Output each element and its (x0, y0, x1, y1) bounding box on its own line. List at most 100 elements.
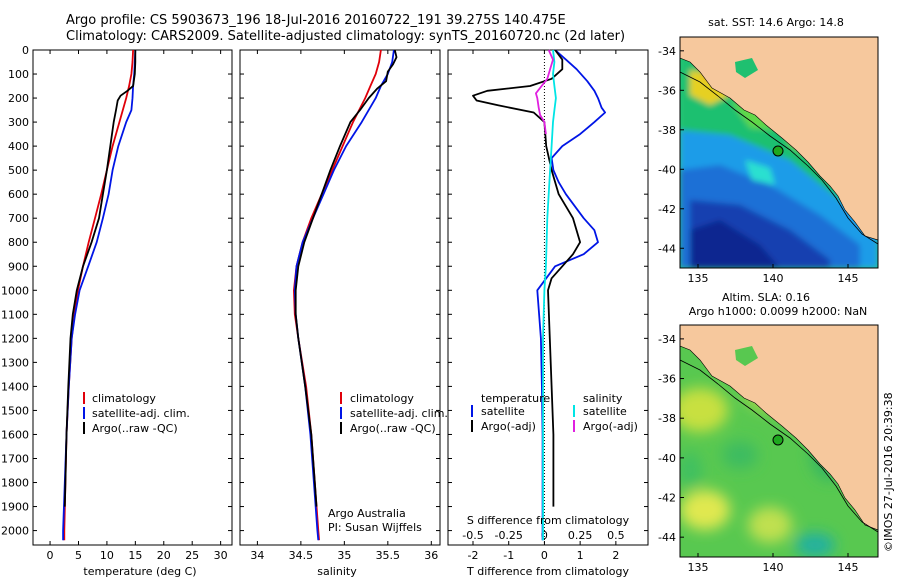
x-tick-label: 36 (424, 549, 438, 562)
legend-climatology-label: climatology (350, 392, 414, 405)
depth-tick-label: 1900 (1, 501, 29, 514)
sla-map-title2: Argo h1000: 0.0099 h2000: NaN (689, 305, 868, 318)
depth-tick-label: 900 (8, 260, 29, 273)
sst-map-frame (679, 36, 879, 269)
x-tick-label: 35 (337, 549, 351, 562)
map-lon-label: 145 (838, 561, 859, 574)
sla-float-marker (772, 434, 784, 446)
argo-temperature-line (63, 50, 137, 507)
map-lat-label: -42 (658, 203, 676, 216)
sla-map-frame (679, 324, 879, 558)
depth-tick-label: 400 (8, 140, 29, 153)
sla-map (680, 325, 878, 557)
depth-tick-label: 1200 (1, 332, 29, 345)
difference-legend: temperature salinity satellite Argo(-adj… (471, 392, 638, 433)
sla-shelf-contour (680, 359, 878, 533)
depth-tick-label: 1800 (1, 477, 29, 490)
sst-float-marker (772, 145, 784, 157)
depth-tick-label: 300 (8, 116, 29, 129)
depth-tick-label: 1300 (1, 356, 29, 369)
depth-tick-label: 100 (8, 68, 29, 81)
depth-tick-label: 600 (8, 188, 29, 201)
map-lat-label: -34 (658, 45, 676, 58)
depth-tick-label: 1500 (1, 404, 29, 417)
map-lon-label: 140 (763, 272, 784, 285)
sla-land (680, 325, 878, 531)
satellite-salinity-line (293, 49, 395, 541)
map-lat-label: -38 (658, 412, 676, 425)
x-tick-label: 15 (128, 549, 142, 562)
x-tick-label: 34 (250, 549, 264, 562)
x-tick-label: 20 (157, 549, 171, 562)
depth-tick-label: 1400 (1, 380, 29, 393)
depth-tick-label: 800 (8, 236, 29, 249)
legend-t-satellite-label: satellite (481, 405, 525, 418)
x-tick-label: 25 (185, 549, 199, 562)
depth-tick-label: 1600 (1, 428, 29, 441)
map-lat-label: -40 (658, 163, 676, 176)
map-lat-label: -36 (658, 84, 676, 97)
legend-title-salinity: salinity (583, 392, 623, 405)
depth-tick-label: 1100 (1, 308, 29, 321)
depth-tick-label: 2000 (1, 525, 29, 538)
legend-s-argo-label: Argo(-adj) (583, 420, 638, 433)
map-lat-label: -34 (658, 333, 676, 346)
map-lat-label: -38 (658, 124, 676, 137)
legend-argo-label: Argo(..raw -QC) (92, 422, 178, 435)
x-tick-label: 2 (612, 549, 619, 562)
x-tick-label: 34.5 (289, 549, 314, 562)
depth-tick-label: 700 (8, 212, 29, 225)
x-tick-label: 35.5 (376, 549, 401, 562)
difference-plot-frame (447, 49, 649, 546)
temperature-plot-frame (32, 49, 233, 546)
climatology-temperature-line (63, 49, 134, 541)
map-lon-label: 135 (688, 561, 709, 574)
argo-salinity-line (294, 49, 398, 507)
map-lat-label: -40 (658, 452, 676, 465)
legend-satellite-label: satellite-adj. clim. (350, 407, 448, 420)
legend-title-temperature: temperature (481, 392, 550, 405)
sla-bay (735, 346, 758, 366)
figure-title-line2: Climatology: CARS2009. Satellite-adjuste… (66, 29, 626, 44)
sst-bay (735, 58, 758, 78)
x-tick-label: 0 (541, 549, 548, 562)
argo-s-difference-line (535, 49, 554, 135)
s-difference-tick-label: 0 (541, 529, 548, 542)
depth-tick-label: 200 (8, 92, 29, 105)
map-lat-label: -44 (658, 242, 676, 255)
map-lat-label: -36 (658, 373, 676, 386)
legend-t-argo-label: Argo(-adj) (481, 420, 536, 433)
legend-climatology-label: climatology (92, 392, 156, 405)
map-lat-label: -42 (658, 492, 676, 505)
sst-map (680, 37, 878, 268)
satellite-temperature-line (62, 49, 137, 541)
temperature-axis-label: temperature (deg C) (83, 565, 196, 578)
s-difference-axis-label: S difference from climatology (467, 514, 630, 527)
salinity-plot-frame (239, 49, 441, 546)
map-lat-label: -44 (658, 531, 676, 544)
copyright-timestamp: ©IMOS 27-Jul-2016 20:39:38 (882, 392, 895, 552)
s-difference-tick-label: -0.5 (462, 529, 483, 542)
x-tick-label: 30 (214, 549, 228, 562)
depth-tick-label: 500 (8, 164, 29, 177)
map-lon-label: 145 (838, 272, 859, 285)
satellite-s-difference-line (542, 49, 557, 541)
sst-shelf-contour (680, 71, 878, 245)
argo-t-difference-line (472, 49, 581, 507)
legend-s-satellite-label: satellite (583, 405, 627, 418)
s-difference-tick-label: 0.5 (607, 529, 625, 542)
satellite-t-difference-line (536, 49, 606, 541)
figure-title-line1: Argo profile: CS 5903673_196 18-Jul-2016… (66, 13, 566, 28)
x-tick-label: 1 (577, 549, 584, 562)
salinity-axis-label: salinity (317, 565, 357, 578)
salinity-legend: climatology satellite-adj. clim. Argo(..… (340, 392, 448, 435)
depth-tick-label: 0 (22, 44, 29, 57)
depth-tick-label: 1000 (1, 284, 29, 297)
sst-map-title: sat. SST: 14.6 Argo: 14.8 (708, 16, 844, 29)
map-lon-label: 140 (763, 561, 784, 574)
x-tick-label: -1 (503, 549, 514, 562)
x-tick-label: 5 (75, 549, 82, 562)
x-tick-label: 0 (47, 549, 54, 562)
s-difference-tick-label: 0.25 (568, 529, 593, 542)
